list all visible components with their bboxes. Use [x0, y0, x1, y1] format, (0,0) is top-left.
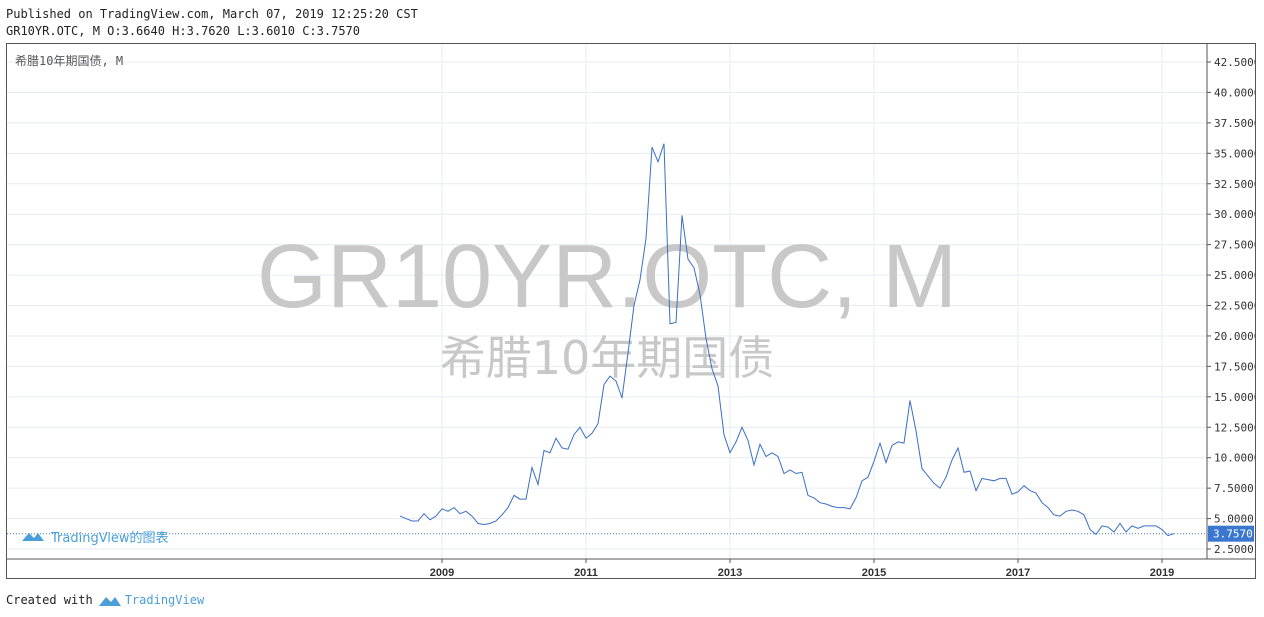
y-tick-label: 42.5000	[1214, 56, 1255, 69]
price-chart[interactable]: GR10YR.OTC, M 希腊10年期国债 希腊10年期国债, M 42.50…	[7, 44, 1255, 578]
tradingview-cloud-icon	[98, 597, 121, 606]
x-tick-label: 2019	[1150, 567, 1174, 578]
y-tick-label: 7.5000	[1214, 482, 1254, 495]
y-tick-label: 30.0000	[1214, 208, 1255, 221]
watermark-name: 希腊10年期国债	[440, 331, 775, 385]
y-tick-label: 10.0000	[1214, 452, 1255, 465]
y-tick-label: 35.0000	[1214, 147, 1255, 160]
y-tick-label: 20.0000	[1214, 330, 1255, 343]
y-tick-label: 2.5000	[1214, 543, 1254, 556]
x-tick-label: 2011	[574, 567, 598, 578]
y-tick-label: 12.5000	[1214, 421, 1255, 434]
y-tick-label: 27.5000	[1214, 239, 1255, 252]
x-tick-label: 2015	[862, 567, 886, 578]
watermark-symbol: GR10YR.OTC, M	[257, 227, 957, 327]
published-header: Published on TradingView.com, March 07, …	[6, 7, 418, 21]
y-tick-label: 22.5000	[1214, 300, 1255, 313]
series-line	[399, 143, 1175, 537]
chart-title: 希腊10年期国债, M	[15, 53, 123, 68]
footer-brand-link[interactable]: TradingView	[124, 593, 205, 607]
footer-prefix: Created with	[6, 593, 93, 607]
inner-branding-label[interactable]: TradingView的图表	[50, 530, 169, 546]
y-tick-label: 17.5000	[1214, 360, 1255, 373]
tradingview-cloud-icon	[22, 533, 44, 541]
inner-branding[interactable]: TradingView的图表	[22, 530, 169, 546]
ohlc-header: GR10YR.OTC, M O:3.6640 H:3.7620 L:3.6010…	[6, 24, 361, 38]
x-tick-label: 2017	[1006, 567, 1030, 578]
x-tick-label: 2013	[718, 567, 742, 578]
y-tick-label: 40.0000	[1214, 86, 1255, 99]
y-tick-label: 25.0000	[1214, 269, 1255, 282]
x-tick-label: 2009	[430, 567, 454, 578]
chart-frame: GR10YR.OTC, M 希腊10年期国债 希腊10年期国债, M 42.50…	[6, 43, 1256, 579]
y-tick-label: 15.0000	[1214, 391, 1255, 404]
last-price-badge	[1208, 525, 1254, 542]
footer: Created with TradingView	[6, 593, 204, 607]
y-tick-label: 32.5000	[1214, 178, 1255, 191]
last-price-label: 3.7570	[1213, 528, 1253, 541]
y-tick-label: 5.0000	[1214, 513, 1254, 526]
y-tick-label: 37.5000	[1214, 117, 1255, 130]
